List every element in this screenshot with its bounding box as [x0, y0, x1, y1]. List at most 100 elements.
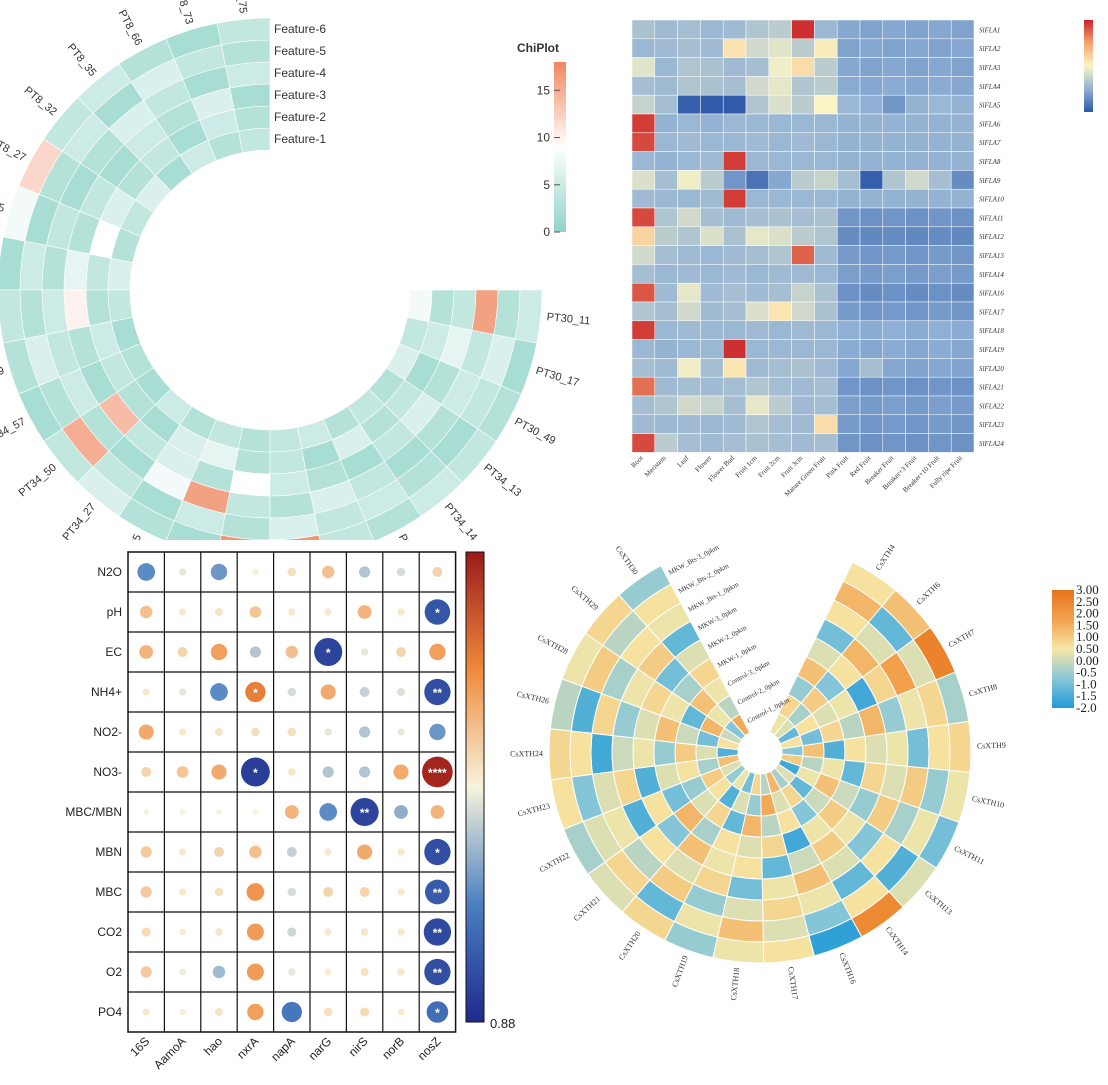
correlation-dot [143, 809, 150, 815]
gene-label: CsXTH18 [729, 967, 741, 1001]
row-label: MBC [95, 885, 122, 899]
gene-expression-heatmap-chart: SlFLA1 SlFLA2 SlFLA3 SlFLA4 SlFLA5 SlFLA6 SlFL… [630, 19, 1093, 498]
correlation-dot [251, 727, 260, 737]
heatmap-cell [836, 264, 861, 284]
correlation-dot [210, 643, 228, 661]
heatmap-cell [677, 38, 701, 58]
heatmap-cell [905, 726, 930, 769]
heatmap-cell [654, 414, 678, 434]
heatmap-cell [654, 358, 678, 378]
correlation-dot [350, 797, 379, 827]
heatmap-cell [745, 38, 770, 58]
heatmap-cell [836, 358, 861, 378]
heatmap-cell [768, 226, 792, 246]
heatmap-cell [905, 207, 929, 228]
significance-stars: * [435, 1006, 440, 1020]
heatmap-cell [814, 94, 838, 115]
heatmap-cell [791, 301, 815, 322]
heatmap-cell [768, 395, 792, 416]
gene-label: CsXTH10 [971, 794, 1005, 810]
correlation-dot [424, 678, 451, 706]
heatmap-cell [814, 113, 838, 134]
heatmap-cell [836, 188, 861, 209]
correlation-dot [393, 764, 409, 780]
heatmap-cell [731, 854, 763, 880]
heatmap-cell [791, 113, 815, 134]
heatmap-cell [745, 76, 770, 96]
heatmap-cell [882, 57, 906, 77]
correlation-dot [176, 766, 189, 778]
heatmap-cell [950, 376, 975, 397]
heatmap-cell [928, 38, 952, 58]
fan-heatmap-panel: CsXTH4 CsXTH6 CsXTH7 CsXTH8 CsXTH9 CsXTH10 CsX… [500, 540, 1108, 1080]
heatmap-cell [631, 414, 656, 434]
heatmap-cell [950, 94, 975, 115]
heatmap-cell [905, 264, 929, 284]
correlation-dot [247, 1003, 264, 1021]
heatmap-cell [722, 414, 747, 434]
heatmap-cell [791, 188, 815, 209]
heatmap-cell [118, 38, 175, 83]
correlation-dot [286, 847, 297, 857]
correlation-dot [211, 764, 227, 780]
heatmap-cell [882, 264, 906, 284]
correlation-dot [214, 607, 224, 617]
correlation-dot [210, 683, 228, 701]
heatmap-cell [836, 282, 861, 303]
column-label: Fruit 2cm [757, 454, 782, 479]
heatmap-cell [950, 245, 975, 265]
heatmap-cell [905, 320, 929, 340]
gene-expression-heatmap-panel: SlFLA1 SlFLA2 SlFLA3 SlFLA4 SlFLA5 SlFLA6 SlFL… [600, 0, 1108, 540]
row-label: SlFLA16 [979, 290, 1004, 298]
heatmap-cell [631, 170, 656, 190]
heatmap-cell [654, 57, 678, 77]
gene-label: CsXTH17 [786, 966, 799, 1000]
heatmap-cell [947, 720, 972, 773]
row-label: SlFLA10 [979, 196, 1004, 204]
gene-label: CsXTH9 [977, 741, 1006, 751]
row-label: SlFLA19 [979, 346, 1004, 354]
heatmap-cell [928, 94, 952, 115]
legend-tick-label: -0.5 [1076, 665, 1097, 680]
heatmap-cell [768, 339, 792, 359]
heatmap-cell [654, 19, 678, 40]
heatmap-cell [745, 376, 770, 397]
heatmap-cell [768, 282, 792, 303]
heatmap-cell [677, 76, 701, 96]
heatmap-cell [882, 358, 906, 378]
correlation-dot [252, 568, 259, 576]
heatmap-cell [950, 282, 975, 303]
heatmap-cell [677, 132, 701, 152]
heatmap-cell [700, 207, 724, 228]
heatmap-cell [631, 376, 656, 397]
feature-label: Feature-2 [274, 110, 326, 124]
legend-colorbar [554, 62, 566, 232]
row-label: SlFLA8 [979, 158, 1001, 166]
heatmap-cell [722, 282, 747, 303]
correlation-dot [397, 888, 405, 896]
sample-label: PT34_27 [61, 501, 99, 540]
heatmap-cell [722, 245, 747, 265]
correlation-dot [287, 727, 297, 737]
sample-label: PT34_16 [396, 532, 428, 540]
correlation-dot [357, 844, 373, 860]
heatmap-cell [677, 376, 701, 397]
correlation-dot [396, 567, 406, 577]
heatmap-cell [654, 376, 678, 397]
row-label: CO2 [97, 925, 122, 939]
legend-tick-label: -1.5 [1076, 688, 1097, 703]
heatmap-cell [631, 226, 656, 246]
heatmap-cell [631, 113, 656, 134]
heatmap-cell [700, 376, 724, 397]
correlation-dot [178, 888, 187, 896]
heatmap-cell [631, 151, 656, 171]
column-label: 16S [127, 1034, 152, 1059]
correlation-dot [246, 963, 264, 981]
row-label: SlFLA4 [979, 83, 1001, 91]
correlation-dot [324, 968, 332, 976]
heatmap-cell [864, 732, 888, 765]
heatmap-cell [722, 395, 747, 416]
heatmap-cell [882, 226, 906, 246]
heatmap-cell [791, 282, 815, 303]
correlation-dot [288, 608, 296, 616]
